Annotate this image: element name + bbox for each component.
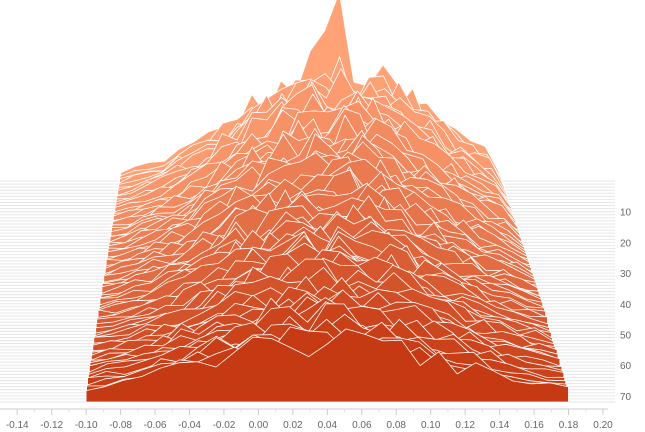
y-tick-label: 50 [620, 330, 632, 341]
x-tick-label: 0.18 [559, 420, 579, 431]
x-tick-label: 0.10 [421, 420, 441, 431]
x-tick-label: -0.10 [75, 420, 98, 431]
y-axis: 10 20 30 40 50 60 70 [620, 208, 632, 403]
x-tick-label: 0.14 [490, 420, 510, 431]
ridge-series-73 [85, 328, 569, 403]
y-tick-label: 60 [620, 361, 632, 372]
y-tick-label: 20 [620, 238, 632, 249]
x-tick-label: -0.04 [178, 420, 201, 431]
x-tick-label: 0.20 [593, 420, 613, 431]
x-tick-label: -0.14 [6, 420, 29, 431]
y-tick-label: 70 [620, 392, 632, 403]
y-tick-label: 30 [620, 269, 632, 280]
x-tick-label: 0.16 [524, 420, 544, 431]
x-tick-label: 0.04 [318, 420, 338, 431]
x-axis: -0.14 -0.12 -0.10 -0.08 -0.06 -0.04 -0.02 0.00 0… [0, 408, 613, 431]
y-tick-label: 40 [620, 300, 632, 311]
x-tick-label: -0.08 [109, 420, 132, 431]
x-tick-label: 0.02 [283, 420, 303, 431]
x-tick-label: 0.06 [352, 420, 372, 431]
x-tick-label: -0.12 [40, 420, 63, 431]
x-tick-label: 0.08 [387, 420, 407, 431]
x-tick-label: 0.00 [249, 420, 269, 431]
ridge-series-group [85, 0, 569, 403]
y-tick-label: 10 [620, 208, 632, 219]
x-tick-label: 0.12 [455, 420, 475, 431]
x-tick-label: -0.02 [213, 420, 236, 431]
x-tick-label: -0.06 [144, 420, 167, 431]
